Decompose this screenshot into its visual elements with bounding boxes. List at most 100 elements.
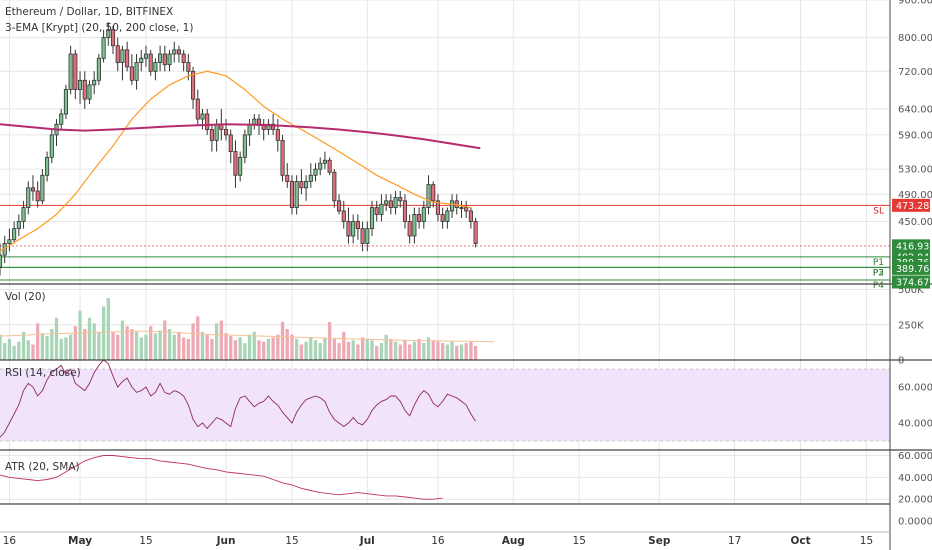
candle[interactable] (68, 45, 73, 95)
candle[interactable] (242, 129, 247, 164)
candle[interactable] (360, 221, 365, 252)
candle[interactable] (468, 207, 473, 229)
candle[interactable] (158, 45, 163, 72)
candle[interactable] (45, 151, 50, 182)
candle[interactable] (238, 151, 243, 182)
candle-body-up (106, 29, 111, 39)
candle[interactable] (351, 214, 356, 244)
candle[interactable] (252, 113, 257, 130)
candle[interactable] (318, 157, 323, 176)
candle[interactable] (49, 129, 54, 164)
candle[interactable] (228, 129, 233, 164)
candle[interactable] (289, 175, 295, 215)
candle[interactable] (233, 140, 238, 188)
candle[interactable] (54, 119, 59, 146)
candle[interactable] (7, 228, 12, 252)
candle[interactable] (374, 200, 379, 222)
candle[interactable] (322, 151, 327, 170)
candle[interactable] (78, 71, 83, 104)
candle[interactable] (0, 243, 3, 276)
candle[interactable] (294, 175, 299, 215)
candle[interactable] (388, 194, 393, 215)
candle[interactable] (172, 41, 177, 63)
candle[interactable] (110, 25, 116, 55)
candle[interactable] (450, 194, 455, 218)
candle[interactable] (336, 194, 342, 215)
candle-body-up (49, 134, 54, 158)
price-candles[interactable] (0, 22, 478, 276)
candle[interactable] (167, 49, 172, 72)
candle[interactable] (200, 108, 205, 130)
candle[interactable] (393, 191, 398, 215)
candle[interactable] (120, 45, 125, 81)
candle[interactable] (440, 207, 445, 229)
candle[interactable] (299, 169, 304, 195)
candle[interactable] (308, 163, 313, 188)
candle[interactable] (26, 181, 31, 215)
candle[interactable] (379, 194, 384, 222)
candle[interactable] (40, 169, 45, 205)
candle[interactable] (12, 221, 17, 244)
candle[interactable] (369, 200, 375, 236)
candle[interactable] (332, 169, 337, 208)
candle[interactable] (275, 119, 280, 152)
candle[interactable] (473, 217, 478, 248)
candle[interactable] (285, 163, 290, 188)
candle[interactable] (304, 175, 309, 201)
candle[interactable] (431, 181, 436, 208)
candle[interactable] (96, 54, 101, 85)
candle[interactable] (21, 200, 26, 229)
candle[interactable] (341, 200, 346, 229)
candle[interactable] (30, 175, 36, 201)
candle[interactable] (73, 49, 78, 100)
candle[interactable] (139, 49, 144, 72)
candle[interactable] (16, 214, 21, 236)
candle[interactable] (355, 214, 360, 240)
candle[interactable] (115, 37, 120, 72)
candle[interactable] (143, 45, 149, 67)
candle[interactable] (87, 80, 92, 104)
candle[interactable] (417, 207, 422, 229)
candle[interactable] (162, 45, 167, 72)
candle[interactable] (129, 54, 134, 85)
candle[interactable] (153, 58, 158, 81)
candle[interactable] (63, 84, 68, 120)
candle[interactable] (346, 207, 351, 244)
candle[interactable] (402, 194, 408, 229)
candle[interactable] (35, 181, 40, 208)
candle[interactable] (195, 89, 200, 125)
candle[interactable] (271, 113, 276, 135)
candle[interactable] (205, 108, 210, 135)
candle[interactable] (407, 214, 412, 244)
candle[interactable] (191, 66, 196, 109)
candle[interactable] (459, 200, 464, 218)
candle[interactable] (464, 200, 469, 218)
candle[interactable] (59, 108, 64, 130)
candle[interactable] (106, 22, 111, 46)
candle[interactable] (384, 194, 389, 211)
candle[interactable] (101, 29, 106, 63)
candle[interactable] (176, 45, 181, 63)
candle[interactable] (280, 134, 285, 182)
candle[interactable] (445, 207, 450, 229)
candle[interactable] (148, 49, 153, 76)
candle[interactable] (125, 41, 130, 72)
candle[interactable] (426, 175, 431, 215)
candle[interactable] (266, 119, 271, 135)
candle[interactable] (261, 119, 266, 141)
candle[interactable] (247, 119, 252, 146)
candle[interactable] (327, 157, 332, 176)
candle[interactable] (412, 207, 417, 244)
candle[interactable] (223, 119, 229, 141)
candle[interactable] (134, 54, 139, 90)
candle[interactable] (209, 124, 214, 152)
candle[interactable] (82, 71, 87, 109)
candle[interactable] (421, 200, 426, 229)
candle[interactable] (398, 191, 403, 208)
candle[interactable] (181, 49, 186, 72)
candle[interactable] (435, 194, 440, 222)
candle[interactable] (313, 163, 318, 182)
candle[interactable] (92, 71, 97, 95)
candle[interactable] (365, 221, 370, 252)
